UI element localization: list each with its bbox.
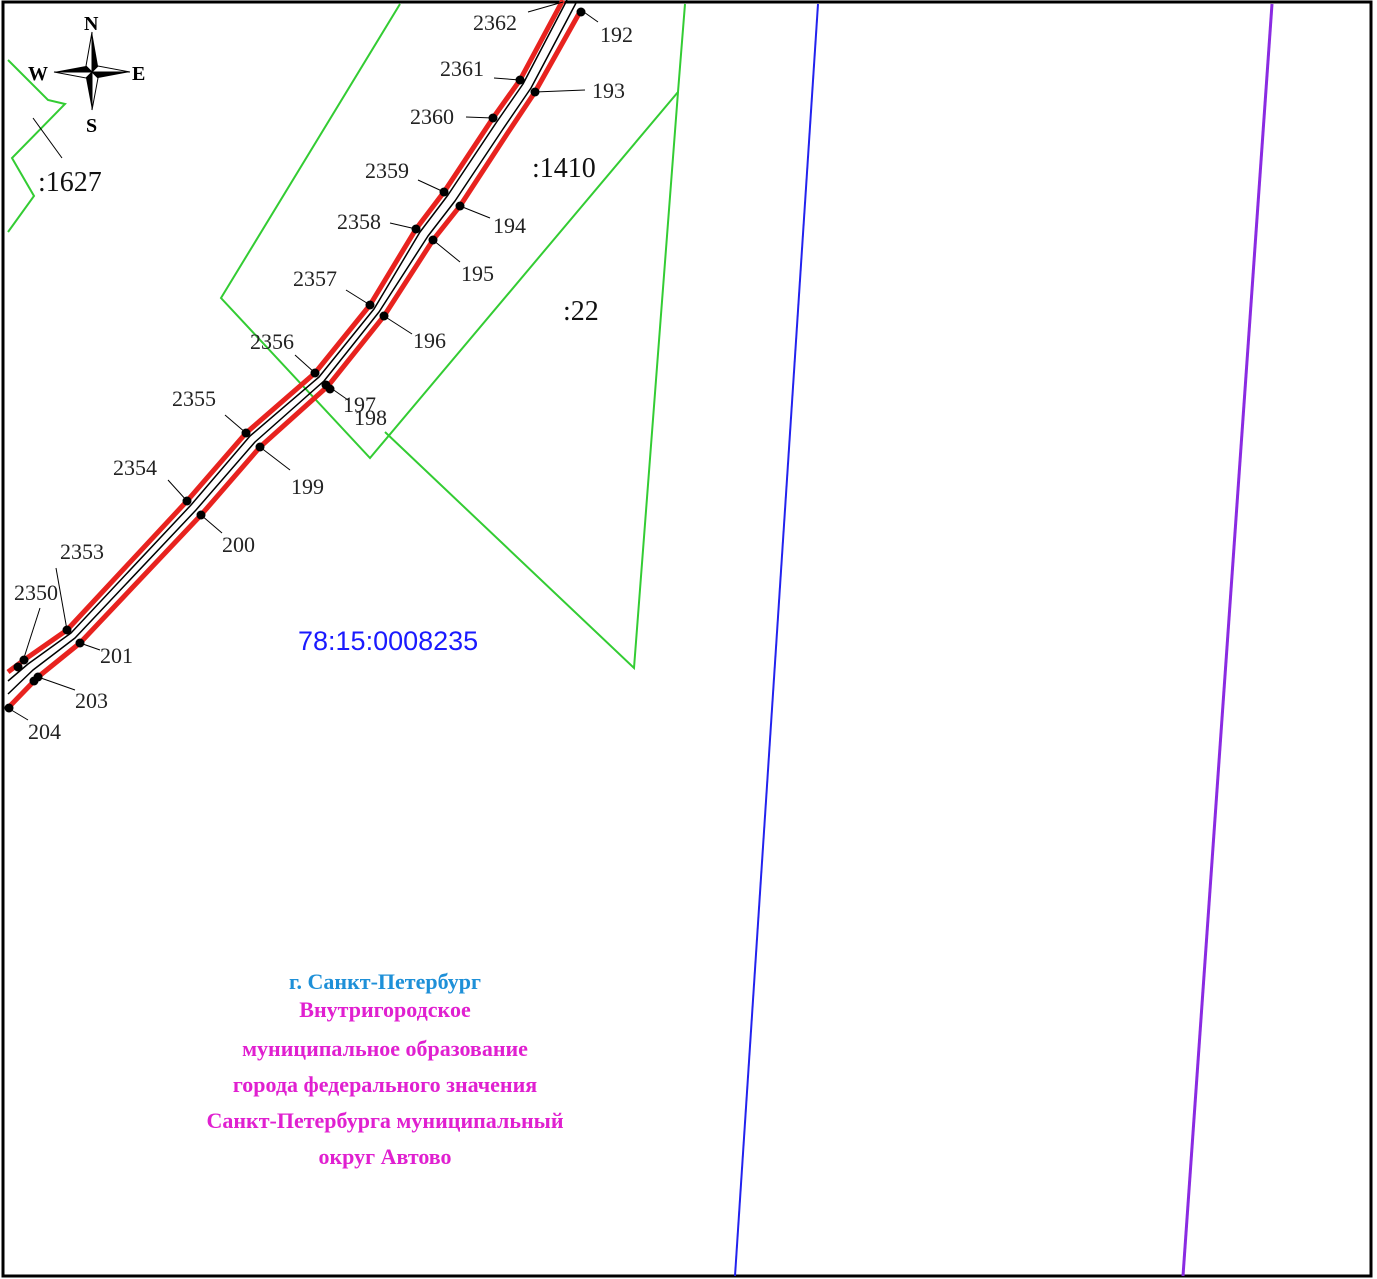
parcel-1410-boundary [219,3,686,460]
point-label: 2362 [473,10,517,35]
route-points [4,7,586,713]
route-point [310,368,320,378]
point-label: 199 [291,474,324,499]
route-point [530,87,540,97]
route-centerline-a [7,0,568,682]
municipality-label-line: Внутригородское [299,997,471,1022]
point-label: 2357 [293,266,337,291]
route-point [428,235,438,245]
route-point [13,662,23,672]
route-point [439,187,449,197]
route-point [182,496,192,506]
point-label: 195 [461,261,494,286]
route-point [576,7,586,17]
point-label: 193 [592,78,625,103]
municipality-label-line: муниципальное образование [242,1036,528,1061]
route-corridor [6,0,584,710]
point-label: 197 [343,392,376,417]
parcel-1627-boundary [7,59,67,233]
route-point [4,703,14,713]
point-label: 201 [100,643,133,668]
purple-boundary-line [1181,3,1274,1277]
route-point [325,384,335,394]
parcel-boundaries [7,3,686,671]
route-point [196,510,206,520]
point-leaders [7,1,599,721]
compass-rose-icon: N S E W [28,13,145,137]
point-label: 198 [354,405,387,430]
route-edge-right [6,8,584,710]
municipality-label-line: округ Автово [318,1144,452,1169]
point-label: 2361 [440,56,484,81]
municipality-label-line: города федерального значения [232,1072,538,1097]
route-point [365,300,375,310]
route-point [515,75,525,85]
route-point [29,676,39,686]
territory-caption: г. Санкт-Петербург Внутригородское муниц… [150,968,620,1174]
parcel-label-1410: :1410 [532,153,596,184]
parcel-label-1627: :1627 [38,167,102,198]
compass-west: W [28,63,48,85]
route-point [255,442,265,452]
point-label: 204 [28,719,61,744]
compass-south: S [86,115,97,137]
point-label: 2360 [410,104,454,129]
blue-boundary-line [734,3,819,1277]
municipality-label-line: Санкт-Петербурга муниципальный [206,1108,564,1133]
route-point [75,638,85,648]
route-point [62,625,72,635]
point-label: 2358 [337,209,381,234]
point-label: 2353 [60,539,104,564]
cadastral-quarter-label: 78:15:0008235 [298,626,478,656]
point-label: 2355 [172,386,216,411]
route-point [411,224,421,234]
route-point [19,655,29,665]
point-label: 200 [222,532,255,557]
route-point [455,201,465,211]
compass-north: N [84,13,99,35]
parcel-1627-leader [32,117,63,159]
point-label: 196 [413,328,446,353]
point-label: 203 [75,688,108,713]
route-centerline-b [7,2,577,695]
point-label: 2359 [365,158,409,183]
route-point [241,428,251,438]
parcel-22-boundary [384,91,679,671]
point-label: 192 [600,22,633,47]
parcel-label-22: :22 [563,296,599,327]
point-label: 2350 [14,580,58,605]
route-edge-left [6,0,566,674]
route-point [379,311,389,321]
point-label: 194 [493,213,526,238]
compass-east: E [132,63,145,85]
point-labels-right: 192 193 194 195 196 197 198 199 200 201 … [28,22,633,744]
point-label: 2356 [250,329,294,354]
city-label: г. Санкт-Петербург [289,969,481,994]
route-point [488,113,498,123]
point-labels-left: 2362 2361 2360 2359 2358 2357 2356 2355 … [14,10,517,605]
point-label: 2354 [113,455,157,480]
